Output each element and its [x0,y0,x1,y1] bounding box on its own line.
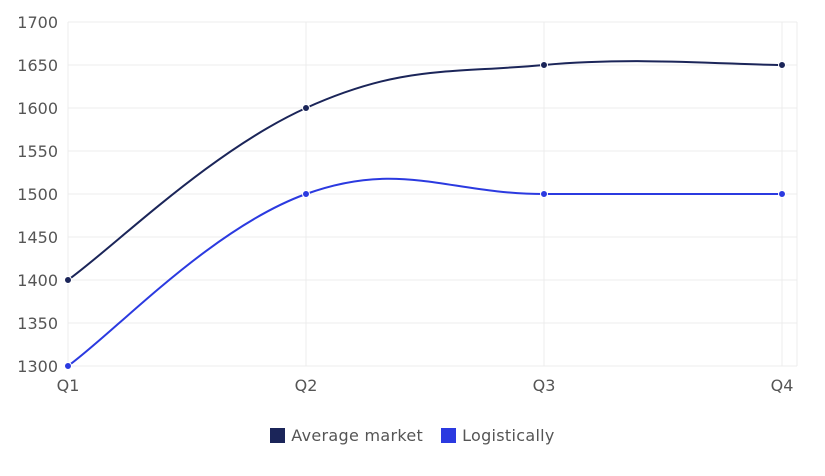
x-tick-label-Q2: Q2 [295,376,318,395]
y-tick-label-1600: 1600 [17,99,58,118]
y-tick-label-1450: 1450 [17,228,58,247]
legend-label-average-market: Average market [291,426,424,445]
data-point-logistically-Q4[interactable] [778,190,786,198]
series-line-average-market [67,60,783,281]
legend-swatch-logistically [441,428,457,443]
legend-swatch-average-market [270,428,286,443]
y-tick-label-1700: 1700 [17,13,58,32]
data-point-logistically-Q3[interactable] [540,190,548,198]
data-point-logistically-Q1[interactable] [64,362,72,370]
y-tick-label-1400: 1400 [17,271,58,290]
y-tick-label-1550: 1550 [17,142,58,161]
x-tick-label-Q4: Q4 [771,376,794,395]
y-tick-label-1300: 1300 [17,357,58,376]
data-point-average-market-Q4[interactable] [778,61,786,69]
legend-item-logistically[interactable]: Logistically [441,426,555,445]
chart-legend: Average market Logistically [0,426,825,445]
x-tick-label-Q3: Q3 [533,376,556,395]
data-point-average-market-Q1[interactable] [64,276,72,284]
x-tick-label-Q1: Q1 [57,376,80,395]
y-tick-label-1350: 1350 [17,314,58,333]
legend-item-average-market[interactable]: Average market [270,426,423,445]
series-group [64,60,786,370]
y-tick-label-1650: 1650 [17,56,58,75]
legend-label-logistically: Logistically [462,426,555,445]
data-point-average-market-Q3[interactable] [540,61,548,69]
data-point-logistically-Q2[interactable] [302,190,310,198]
data-point-average-market-Q2[interactable] [302,104,310,112]
y-axis-ticks: 1300 1350 1400 1450 1500 1550 1600 1650 1700 [17,13,58,376]
x-axis-ticks: Q1 Q2 Q3 Q4 [57,376,794,395]
y-tick-label-1500: 1500 [17,185,58,204]
series-line-logistically [67,177,782,367]
